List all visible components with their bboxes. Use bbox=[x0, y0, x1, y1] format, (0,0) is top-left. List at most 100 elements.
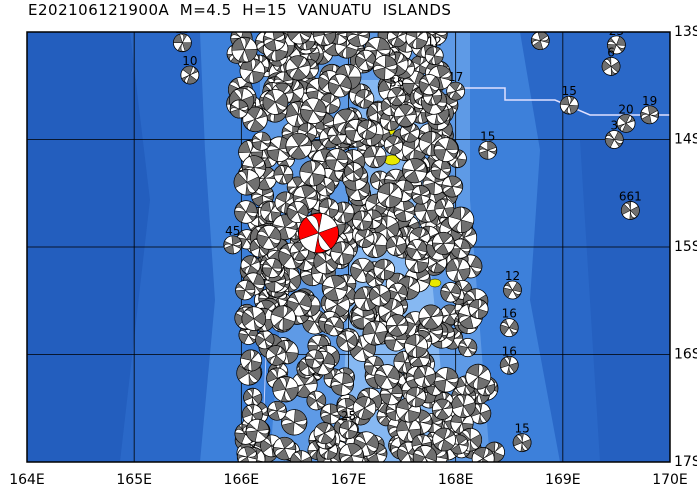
event-beachball[interactable] bbox=[414, 300, 448, 334]
event-beachball[interactable] bbox=[341, 159, 366, 184]
event-beachball[interactable] bbox=[380, 132, 406, 158]
event-beachball[interactable] bbox=[382, 311, 412, 341]
event-beachball[interactable] bbox=[241, 385, 265, 409]
event-beachball[interactable] bbox=[639, 104, 660, 125]
event-beachball[interactable] bbox=[351, 46, 380, 75]
event-beachball[interactable] bbox=[177, 62, 202, 87]
event-beachball[interactable] bbox=[354, 117, 380, 143]
event-beachball[interactable] bbox=[411, 363, 438, 390]
event-beachball[interactable] bbox=[384, 84, 409, 109]
event-beachball[interactable] bbox=[415, 70, 443, 98]
event-beachball[interactable] bbox=[385, 280, 411, 306]
event-beachball[interactable] bbox=[252, 221, 285, 254]
event-beachball[interactable] bbox=[439, 173, 466, 200]
event-beachball[interactable] bbox=[280, 409, 308, 436]
event-beachball[interactable] bbox=[390, 100, 421, 131]
event-beachball[interactable] bbox=[559, 95, 580, 115]
event-beachball[interactable] bbox=[231, 197, 261, 227]
event-beachball[interactable] bbox=[237, 302, 270, 335]
event-beachball[interactable] bbox=[238, 348, 263, 373]
event-beachball[interactable] bbox=[238, 102, 273, 137]
event-beachball[interactable] bbox=[273, 164, 294, 185]
event-beachball[interactable] bbox=[351, 225, 377, 251]
event-beachball[interactable] bbox=[361, 319, 389, 347]
event-beachball[interactable] bbox=[271, 374, 301, 404]
event-beachball[interactable] bbox=[613, 111, 638, 136]
event-beachball[interactable] bbox=[262, 342, 290, 370]
event-beachball[interactable] bbox=[618, 198, 642, 222]
event-beachball[interactable] bbox=[372, 55, 398, 81]
event-beachball[interactable] bbox=[172, 33, 192, 53]
event-beachball[interactable] bbox=[321, 313, 347, 339]
event-beachball[interactable] bbox=[410, 184, 432, 206]
event-beachball[interactable] bbox=[298, 159, 327, 188]
event-beachball[interactable] bbox=[429, 229, 459, 259]
event-beachball[interactable] bbox=[303, 387, 330, 414]
event-beachball[interactable] bbox=[329, 240, 356, 267]
event-beachball[interactable] bbox=[237, 252, 264, 279]
event-beachball[interactable] bbox=[330, 372, 355, 397]
event-beachball[interactable] bbox=[462, 361, 494, 393]
event-beachball[interactable] bbox=[602, 127, 626, 151]
event-beachball[interactable] bbox=[229, 99, 249, 119]
event-beachball[interactable] bbox=[371, 257, 397, 283]
event-beachball[interactable] bbox=[605, 33, 628, 56]
event-beachball[interactable] bbox=[434, 198, 455, 219]
event-beachball[interactable] bbox=[429, 158, 452, 181]
event-beachball[interactable] bbox=[370, 360, 404, 394]
event-beachball[interactable] bbox=[262, 27, 287, 52]
event-beachball[interactable] bbox=[337, 419, 359, 441]
event-beachball[interactable] bbox=[424, 45, 445, 66]
event-beachball[interactable] bbox=[268, 302, 299, 333]
event-beachball[interactable] bbox=[432, 366, 460, 394]
event-beachball[interactable] bbox=[466, 297, 490, 321]
event-beachball[interactable] bbox=[402, 332, 430, 360]
event-beachball[interactable] bbox=[311, 21, 338, 48]
event-beachball[interactable] bbox=[399, 155, 431, 187]
event-beachball[interactable] bbox=[437, 279, 464, 306]
event-beachball[interactable] bbox=[251, 131, 272, 152]
event-beachball[interactable] bbox=[403, 384, 429, 410]
event-beachball[interactable] bbox=[252, 327, 278, 353]
main-event-beachball[interactable] bbox=[293, 207, 344, 258]
event-beachball[interactable] bbox=[384, 233, 409, 258]
event-beachball[interactable] bbox=[351, 210, 373, 232]
event-beachball[interactable] bbox=[497, 315, 522, 340]
event-beachball[interactable] bbox=[238, 57, 267, 86]
event-beachball[interactable] bbox=[323, 146, 350, 173]
event-beachball[interactable] bbox=[296, 94, 330, 128]
event-beachball[interactable] bbox=[270, 434, 300, 464]
event-beachball[interactable] bbox=[529, 29, 551, 51]
event-beachball[interactable] bbox=[363, 145, 387, 169]
event-beachball[interactable] bbox=[233, 278, 257, 302]
event-beachball[interactable] bbox=[431, 135, 461, 165]
event-beachball[interactable] bbox=[403, 236, 431, 264]
event-beachball[interactable] bbox=[445, 256, 472, 283]
event-beachball[interactable] bbox=[265, 399, 288, 422]
event-beachball[interactable] bbox=[281, 51, 315, 85]
event-beachball[interactable] bbox=[500, 278, 525, 303]
event-beachball[interactable] bbox=[428, 395, 457, 424]
event-beachball[interactable] bbox=[258, 84, 293, 119]
event-beachball[interactable] bbox=[428, 424, 460, 456]
event-beachball[interactable] bbox=[244, 417, 271, 444]
event-beachball[interactable] bbox=[599, 54, 624, 79]
event-beachball[interactable] bbox=[443, 78, 468, 103]
event-beachball[interactable] bbox=[510, 431, 533, 454]
event-beachball[interactable] bbox=[319, 272, 350, 303]
event-beachball[interactable] bbox=[260, 256, 285, 281]
event-beachball[interactable] bbox=[366, 281, 395, 310]
event-beachball[interactable] bbox=[455, 335, 480, 360]
event-beachball[interactable] bbox=[408, 441, 441, 474]
event-beachball[interactable] bbox=[230, 165, 264, 199]
event-beachball[interactable] bbox=[478, 140, 498, 160]
event-beachball[interactable] bbox=[349, 392, 381, 424]
event-beachball[interactable] bbox=[374, 180, 405, 211]
event-beachball[interactable] bbox=[223, 235, 243, 255]
event-beachball[interactable] bbox=[324, 70, 356, 102]
event-beachball[interactable] bbox=[281, 128, 317, 164]
event-beachball[interactable] bbox=[445, 204, 477, 236]
event-beachball[interactable] bbox=[310, 418, 340, 448]
event-beachball[interactable] bbox=[498, 354, 520, 376]
event-beachball[interactable] bbox=[333, 327, 362, 356]
